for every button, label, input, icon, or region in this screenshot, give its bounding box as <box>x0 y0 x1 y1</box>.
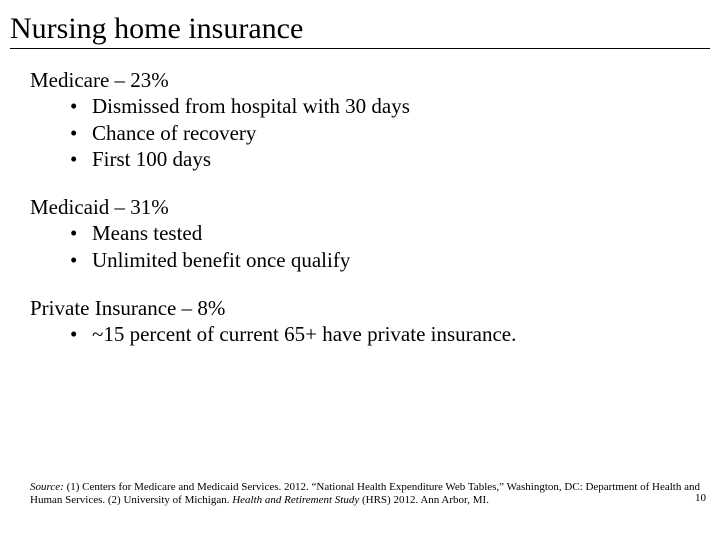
source-label: Source: <box>30 481 64 493</box>
source-citation: Source: (1) Centers for Medicare and Med… <box>30 481 700 509</box>
list-item: Unlimited benefit once qualify <box>70 247 710 273</box>
section-medicaid-bullets: Means tested Unlimited benefit once qual… <box>30 220 710 273</box>
slide-title: Nursing home insurance <box>10 12 710 49</box>
list-item: First 100 days <box>70 146 710 172</box>
source-work-title: Health and Retirement Study <box>232 494 359 506</box>
page-number: 10 <box>695 492 706 504</box>
section-medicare-bullets: Dismissed from hospital with 30 days Cha… <box>30 93 710 172</box>
section-medicaid-label: Medicaid – 31% <box>30 194 710 220</box>
list-item: Means tested <box>70 220 710 246</box>
slide: Nursing home insurance Medicare – 23% Di… <box>0 0 720 540</box>
section-medicare-label: Medicare – 23% <box>30 67 710 93</box>
source-text-2: (HRS) 2012. Ann Arbor, MI. <box>359 494 489 506</box>
list-item: Dismissed from hospital with 30 days <box>70 93 710 119</box>
section-private-bullets: ~15 percent of current 65+ have private … <box>30 321 710 347</box>
section-private-label: Private Insurance – 8% <box>30 295 710 321</box>
slide-content: Medicare – 23% Dismissed from hospital w… <box>10 67 710 347</box>
list-item: Chance of recovery <box>70 120 710 146</box>
list-item: ~15 percent of current 65+ have private … <box>70 321 710 347</box>
